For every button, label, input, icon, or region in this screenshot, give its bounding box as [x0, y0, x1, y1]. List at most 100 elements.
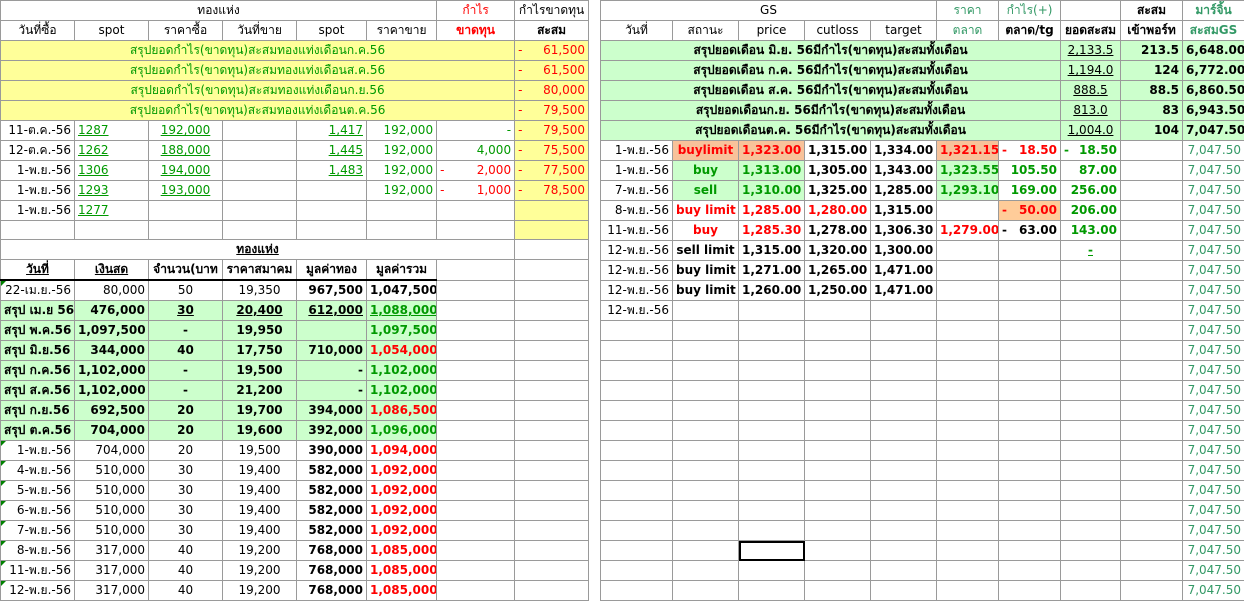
cell[interactable] — [805, 581, 871, 601]
cash-total[interactable]: 1,092,000 — [367, 461, 437, 481]
gs-trade-cum-gs[interactable]: 7,047.50 — [1183, 241, 1244, 261]
trade-date[interactable]: 1-พ.ย.-56 — [1, 201, 75, 221]
cell[interactable] — [937, 341, 999, 361]
col-cum-gs[interactable]: สะสมGS — [1183, 21, 1244, 41]
cell[interactable] — [1121, 241, 1183, 261]
cell[interactable] — [437, 381, 515, 401]
cell[interactable] — [1061, 361, 1121, 381]
trade-pl[interactable]: 4,000 — [437, 141, 515, 161]
cash-gold-value[interactable]: 768,000 — [297, 581, 367, 601]
cash-date[interactable]: สรุป พ.ค.56 — [1, 321, 75, 341]
cell[interactable] — [999, 381, 1061, 401]
cash-amount[interactable]: 704,000 — [75, 421, 149, 441]
cash-price[interactable]: 19,200 — [223, 561, 297, 581]
cell[interactable] — [739, 401, 805, 421]
cash-amount[interactable]: 317,000 — [75, 561, 149, 581]
gs-trade-price[interactable]: 1,323.00 — [739, 141, 805, 161]
cell[interactable] — [871, 561, 937, 581]
cell[interactable] — [437, 260, 515, 281]
gs-trade-status[interactable]: buy limit — [673, 261, 739, 281]
cash-gold-value[interactable]: 582,000 — [297, 501, 367, 521]
cash-gold-value[interactable]: 582,000 — [297, 521, 367, 541]
month-summary-label[interactable]: สรุปยอดเดือน ส.ค. 56มีกำไร(ขาดทุน)สะสมทั… — [601, 81, 1061, 101]
header-cum[interactable]: สะสม — [1121, 1, 1183, 21]
cash-amount[interactable]: 704,000 — [75, 441, 149, 461]
cell[interactable] — [673, 501, 739, 521]
month-gs[interactable]: 7,047.50 — [1183, 121, 1244, 141]
cash-qty[interactable]: 20 — [149, 441, 223, 461]
cash-total[interactable]: 1,092,000 — [367, 521, 437, 541]
cell[interactable] — [1121, 401, 1183, 421]
cell[interactable] — [601, 341, 673, 361]
gs-trade-cum[interactable] — [1061, 301, 1121, 321]
cell[interactable] — [871, 441, 937, 461]
cash-qty[interactable]: 50 — [149, 280, 223, 301]
trade-buy-price[interactable]: 193,000 — [149, 181, 223, 201]
cell[interactable] — [1061, 381, 1121, 401]
month-gs[interactable]: 6,648.00 — [1183, 41, 1244, 61]
summary-label[interactable]: สรุปยอดกำไร(ขาดทุน)สะสมทองแท่งเดือนก.ย.5… — [1, 81, 515, 101]
cell[interactable] — [805, 421, 871, 441]
gs-trade-target[interactable] — [871, 301, 937, 321]
cell[interactable] — [1121, 341, 1183, 361]
cash-total[interactable]: 1,085,000 — [367, 581, 437, 601]
col-cutloss[interactable]: cutloss — [805, 21, 871, 41]
col-spot-2[interactable]: spot — [297, 21, 367, 41]
cell[interactable] — [805, 461, 871, 481]
cell[interactable] — [437, 221, 515, 240]
cash-qty[interactable]: 30 — [149, 501, 223, 521]
cash-gold-value[interactable]: 768,000 — [297, 561, 367, 581]
gs-trade-status[interactable]: buy — [673, 161, 739, 181]
cell[interactable] — [937, 501, 999, 521]
cell[interactable] — [601, 521, 673, 541]
cell[interactable] — [999, 481, 1061, 501]
col-cum-total[interactable]: ยอดสะสม — [1061, 21, 1121, 41]
month-total[interactable]: 888.5 — [1061, 81, 1121, 101]
gs-trade-target[interactable]: 1,471.00 — [871, 281, 937, 301]
cash-qty[interactable]: - — [149, 361, 223, 381]
cash-total[interactable]: 1,092,000 — [367, 481, 437, 501]
cell[interactable] — [739, 461, 805, 481]
gs-cum-fill[interactable]: 7,047.50 — [1183, 381, 1244, 401]
gs-trade-cum[interactable]: 87.00 — [1061, 161, 1121, 181]
cell[interactable] — [673, 541, 739, 561]
cell[interactable] — [739, 361, 805, 381]
month-port[interactable]: 88.5 — [1121, 81, 1183, 101]
cash-header-gold-bar[interactable]: ทองแห่ง — [1, 240, 515, 260]
trade-cum[interactable]: -78,500 — [515, 181, 589, 201]
cell[interactable] — [937, 481, 999, 501]
cell[interactable] — [805, 441, 871, 461]
cell[interactable] — [805, 321, 871, 341]
gs-trade-pl[interactable]: -50.00 — [999, 201, 1061, 221]
cash-gold-value[interactable] — [297, 321, 367, 341]
col-buy-price[interactable]: ราคาซื้อ — [149, 21, 223, 41]
cash-date[interactable]: 4-พ.ย.-56 — [1, 461, 75, 481]
cash-date[interactable]: 22-เม.ย.-56 — [1, 280, 75, 301]
cell[interactable] — [937, 441, 999, 461]
gs-trade-price[interactable]: 1,315.00 — [739, 241, 805, 261]
cell[interactable] — [1121, 481, 1183, 501]
trade-spot-2[interactable]: 1,445 — [297, 141, 367, 161]
trade-cum[interactable]: -75,500 — [515, 141, 589, 161]
cash-gold-value[interactable]: 582,000 — [297, 481, 367, 501]
trade-spot-2[interactable]: 1,483 — [297, 161, 367, 181]
cell[interactable] — [515, 481, 589, 501]
cash-amount[interactable]: 476,000 — [75, 301, 149, 321]
cell[interactable] — [1061, 581, 1121, 601]
cell[interactable] — [515, 361, 589, 381]
gs-trade-price[interactable]: 1,285.00 — [739, 201, 805, 221]
cell[interactable] — [937, 421, 999, 441]
month-total[interactable]: 1,004.0 — [1061, 121, 1121, 141]
gs-trade-market[interactable] — [937, 201, 999, 221]
gs-trade-market[interactable]: 1,279.00 — [937, 221, 999, 241]
month-summary-label[interactable]: สรุปยอดเดือนก.ย. 56มีกำไร(ขาดทุน)สะสมทั้… — [601, 101, 1061, 121]
gs-trade-target[interactable]: 1,471.00 — [871, 261, 937, 281]
cash-price[interactable]: 19,400 — [223, 521, 297, 541]
gs-trade-price[interactable]: 1,271.00 — [739, 261, 805, 281]
cell[interactable] — [871, 541, 937, 561]
cell[interactable] — [673, 461, 739, 481]
cell[interactable] — [515, 401, 589, 421]
summary-label[interactable]: สรุปยอดกำไร(ขาดทุน)สะสมทองแท่งเดือนต.ค.5… — [1, 101, 515, 121]
selected-cell[interactable] — [739, 541, 805, 561]
month-gs[interactable]: 6,860.50 — [1183, 81, 1244, 101]
